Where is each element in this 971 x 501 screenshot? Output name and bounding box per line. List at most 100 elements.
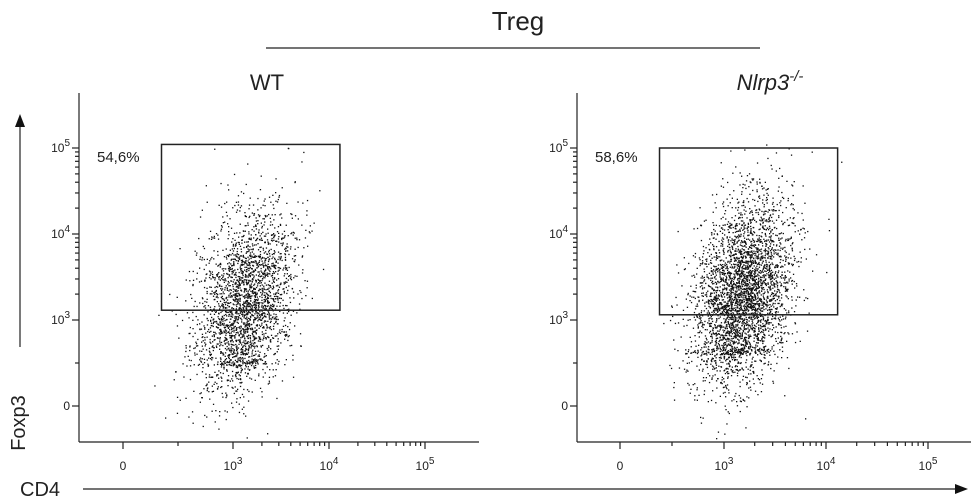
- event-dot: [794, 260, 795, 261]
- event-dot: [210, 358, 211, 359]
- event-dot: [251, 283, 252, 284]
- event-dot: [778, 337, 779, 338]
- event-dot: [247, 163, 248, 164]
- event-dot: [262, 291, 263, 292]
- event-dot: [714, 292, 715, 293]
- event-dot: [244, 295, 245, 296]
- event-dot: [205, 344, 206, 345]
- event-dot: [744, 304, 745, 305]
- event-dot: [754, 347, 755, 348]
- event-dot: [714, 312, 715, 313]
- event-dot: [233, 286, 234, 287]
- event-dot: [169, 294, 170, 295]
- event-dot: [777, 296, 778, 297]
- event-dot: [296, 238, 297, 239]
- event-dot: [281, 331, 282, 332]
- event-dot: [258, 262, 259, 263]
- event-dot: [256, 294, 257, 295]
- event-dot: [302, 272, 303, 273]
- event-dot: [236, 243, 237, 244]
- event-dot: [737, 375, 738, 376]
- event-dot: [187, 312, 188, 313]
- event-dot: [271, 263, 272, 264]
- event-dot: [748, 268, 749, 269]
- event-dot: [723, 331, 724, 332]
- event-dot: [244, 329, 245, 330]
- event-dot: [216, 233, 217, 234]
- event-dot: [247, 251, 248, 252]
- event-dot: [227, 255, 228, 256]
- event-dot: [282, 243, 283, 244]
- event-dot: [208, 391, 209, 392]
- event-dot: [700, 417, 701, 418]
- event-dot: [243, 303, 244, 304]
- event-dot: [253, 292, 254, 293]
- event-dot: [715, 290, 716, 291]
- event-dot: [732, 246, 733, 247]
- event-dot: [759, 305, 760, 306]
- event-dot: [274, 227, 275, 228]
- event-dot: [772, 247, 773, 248]
- event-dot: [698, 345, 699, 346]
- event-dot: [251, 343, 252, 344]
- event-dot: [730, 278, 731, 279]
- event-dot: [278, 302, 279, 303]
- event-dot: [746, 359, 747, 360]
- event-dot: [751, 317, 752, 318]
- event-dot: [192, 411, 193, 412]
- event-dot: [740, 321, 741, 322]
- event-dot: [212, 274, 213, 275]
- event-dot: [769, 355, 770, 356]
- event-dot: [201, 281, 202, 282]
- event-dot: [770, 283, 771, 284]
- event-dot: [304, 280, 305, 281]
- event-dot: [731, 217, 732, 218]
- event-dot: [270, 295, 271, 296]
- event-dot: [229, 274, 230, 275]
- event-dot: [248, 303, 249, 304]
- event-dot: [718, 264, 719, 265]
- event-dot: [258, 351, 259, 352]
- event-dot: [269, 381, 270, 382]
- event-dot: [255, 365, 256, 366]
- event-dot: [761, 277, 762, 278]
- event-dot: [242, 369, 243, 370]
- event-dot: [268, 305, 269, 306]
- event-dot: [270, 287, 271, 288]
- event-dot: [232, 387, 233, 388]
- event-dot: [235, 283, 236, 284]
- event-dot: [236, 332, 237, 333]
- event-dot: [234, 301, 235, 302]
- event-dot: [202, 367, 203, 368]
- event-dot: [229, 270, 230, 271]
- event-dot: [286, 293, 287, 294]
- event-dot: [246, 317, 247, 318]
- event-dot: [224, 278, 225, 279]
- event-dot: [772, 304, 773, 305]
- event-dot: [272, 238, 273, 239]
- event-dot: [204, 248, 205, 249]
- event-dot: [765, 260, 766, 261]
- event-dot: [727, 246, 728, 247]
- event-dot: [225, 397, 226, 398]
- event-dot: [282, 300, 283, 301]
- event-dot: [241, 277, 242, 278]
- event-dot: [734, 316, 735, 317]
- event-dot: [286, 331, 287, 332]
- event-dot: [716, 357, 717, 358]
- event-dot: [222, 277, 223, 278]
- event-dot: [240, 378, 241, 379]
- x-tick-label: 104: [320, 456, 339, 473]
- event-dot: [798, 266, 799, 267]
- event-dot: [279, 329, 280, 330]
- event-dot: [787, 332, 788, 333]
- event-dot: [718, 241, 719, 242]
- event-dot: [175, 371, 176, 372]
- event-dot: [242, 353, 243, 354]
- event-dot: [758, 212, 759, 213]
- event-dot: [247, 321, 248, 322]
- event-dot: [796, 283, 797, 284]
- event-dot: [230, 254, 231, 255]
- event-dot: [233, 300, 234, 301]
- event-dot: [746, 292, 747, 293]
